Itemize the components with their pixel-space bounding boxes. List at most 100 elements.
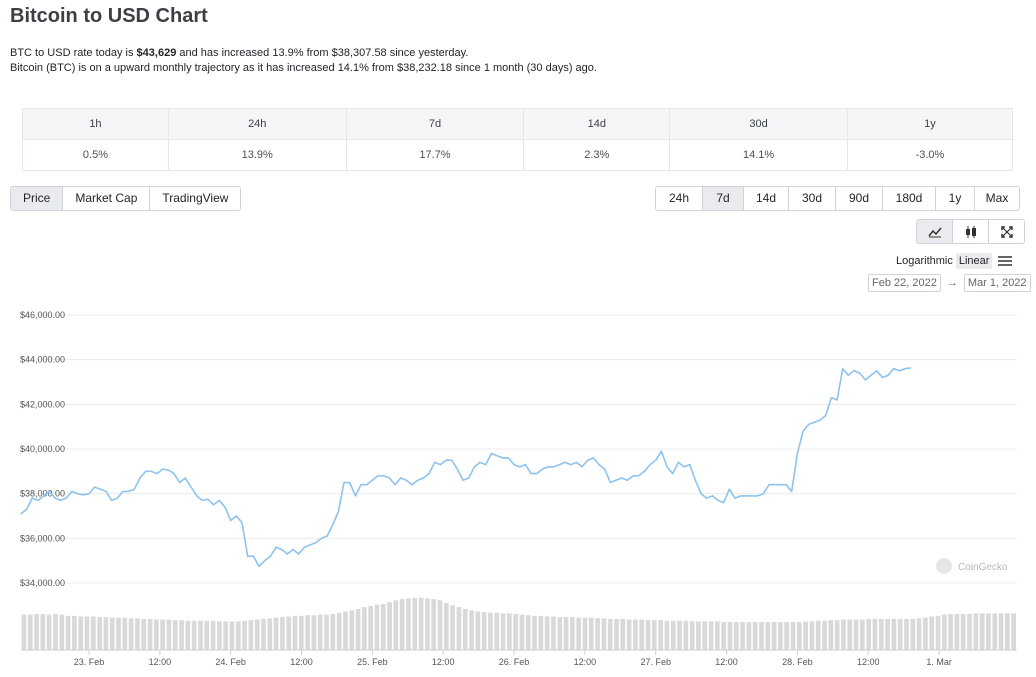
volume-bar: [916, 618, 922, 650]
line-chart-button[interactable]: [917, 220, 952, 243]
fullscreen-button[interactable]: [988, 220, 1024, 243]
volume-bar: [343, 611, 348, 650]
volume-bar: [841, 619, 846, 650]
volume-bar: [179, 620, 184, 650]
price-point: [836, 399, 838, 401]
range-1y-button[interactable]: 1y: [935, 187, 974, 210]
change-1y: -3.0%: [846, 139, 1014, 171]
price-point: [116, 497, 118, 499]
price-point: [417, 479, 419, 481]
price-point: [400, 477, 402, 479]
price-point: [507, 457, 509, 459]
volume-bar: [78, 616, 84, 650]
volume-bar: [450, 605, 455, 650]
range-7d-button[interactable]: 7d: [702, 187, 743, 210]
volume-bar: [248, 620, 254, 650]
price-point: [723, 502, 725, 504]
volume-bar: [658, 620, 663, 650]
volume-bar: [828, 620, 834, 650]
description-line-1: BTC to USD rate today is $43,629 and has…: [10, 46, 597, 61]
volume-bar: [639, 619, 645, 650]
x-tick-label: 28. Feb: [782, 657, 813, 667]
range-180d-button[interactable]: 180d: [882, 187, 935, 210]
price-point: [20, 513, 22, 515]
price-point: [570, 464, 572, 466]
date-range: Feb 22, 2022 → Mar 1, 2022: [868, 274, 1031, 292]
coingecko-watermark: CoinGecko: [958, 562, 1008, 573]
price-point: [825, 414, 827, 417]
price-point: [286, 553, 288, 555]
price-point: [847, 374, 850, 376]
volume-bar: [336, 612, 342, 650]
y-tick-label: $44,000.00: [20, 355, 65, 365]
price-point: [751, 495, 753, 497]
volume-bar: [923, 617, 928, 650]
price-point: [371, 479, 373, 481]
range-30d-button[interactable]: 30d: [788, 187, 835, 210]
price-point: [779, 484, 781, 486]
price-description: BTC to USD rate today is $43,629 and has…: [10, 46, 597, 76]
price-point: [598, 464, 600, 466]
volume-bar: [702, 621, 708, 650]
price-point: [162, 468, 164, 470]
volume-bar: [362, 607, 367, 650]
price-point: [37, 499, 39, 501]
price-point: [808, 423, 810, 426]
x-tick-label: 12:00: [574, 657, 597, 667]
volume-bar: [65, 615, 71, 650]
y-tick-label: $38,000.00: [20, 489, 65, 499]
volume-bar: [443, 602, 449, 650]
volume-bar: [412, 597, 418, 650]
volume-bar: [229, 621, 235, 650]
chart-menu-icon[interactable]: [998, 254, 1013, 268]
price-point: [252, 555, 254, 557]
price-point: [354, 495, 356, 497]
price-point: [77, 493, 79, 495]
header-1h: 1h: [22, 108, 169, 140]
volume-bar: [576, 617, 582, 650]
linear-scale-button[interactable]: Linear: [955, 253, 993, 269]
range-90d-button[interactable]: 90d: [835, 187, 882, 210]
price-point: [99, 488, 101, 490]
tab-price[interactable]: Price: [11, 187, 63, 210]
volume-bar: [128, 618, 134, 650]
volume-bar: [935, 615, 941, 650]
date-to-input[interactable]: Mar 1, 2022: [963, 274, 1031, 292]
table-header-row: 1h 24h 7d 14d 30d 1y: [22, 108, 1014, 140]
range-14d-button[interactable]: 14d: [743, 187, 788, 210]
date-from-input[interactable]: Feb 22, 2022: [868, 274, 941, 292]
volume-bar: [481, 612, 487, 650]
volume-bar: [217, 621, 222, 650]
price-point: [604, 468, 606, 470]
tab-market-cap[interactable]: Market Cap: [62, 187, 149, 210]
price-point: [530, 472, 532, 475]
price-point: [439, 464, 441, 466]
header-7d: 7d: [345, 108, 525, 140]
range-max-button[interactable]: Max: [974, 187, 1019, 210]
chart-type-tabs: Price Market Cap TradingView: [10, 186, 242, 211]
description-line-2: Bitcoin (BTC) is on a upward monthly tra…: [10, 62, 597, 74]
volume-bar: [683, 620, 689, 650]
price-point: [150, 470, 152, 472]
price-point: [745, 495, 747, 497]
volume-bar: [267, 618, 273, 650]
volume-bar: [223, 621, 229, 650]
y-tick-label: $36,000.00: [20, 533, 65, 543]
range-24h-button[interactable]: 24h: [668, 191, 690, 205]
volume-bar: [733, 622, 739, 650]
volume-bar: [740, 622, 745, 650]
tab-tradingview[interactable]: TradingView: [149, 187, 240, 210]
price-point: [553, 466, 555, 468]
volume-bar: [286, 616, 292, 650]
price-point: [864, 379, 867, 381]
candlestick-chart-button[interactable]: [952, 220, 988, 243]
volume-bar: [116, 617, 121, 650]
price-point: [768, 484, 770, 486]
logarithmic-scale-button[interactable]: Logarithmic: [896, 255, 953, 267]
price-point: [859, 372, 861, 374]
volume-bar: [544, 616, 550, 650]
volume-bar: [387, 602, 392, 650]
price-point: [145, 470, 147, 472]
price-point: [388, 477, 390, 479]
price-point: [218, 499, 220, 501]
